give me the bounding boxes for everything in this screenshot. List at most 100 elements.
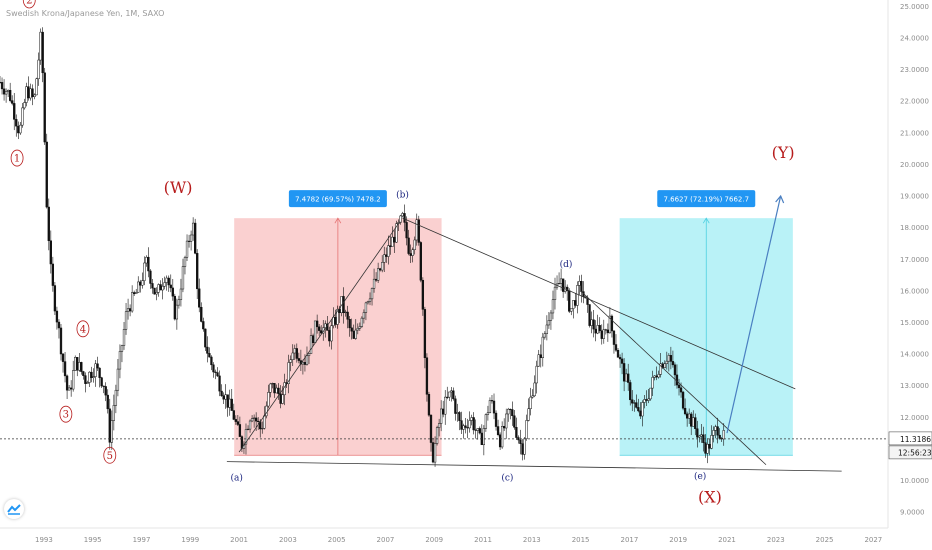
candle-body [614,344,618,351]
candle-body [596,325,599,334]
candle-body [271,383,274,385]
candle-body [498,434,502,448]
price-axis[interactable]: 9.000010.000011.000012.000013.000014.000… [900,3,929,517]
candle-body [655,375,658,378]
candle-body [31,88,34,97]
price-tick-label: 15.0000 [900,319,929,327]
time-tick-label: 1999 [181,536,199,544]
candle-body [700,434,703,437]
measurement-label-box [288,190,387,208]
time-tick-label: 2017 [620,536,638,544]
time-tick-label: 2009 [425,536,443,544]
candle-body [23,102,26,109]
candle-body [90,371,93,378]
wave-label-1-circle [10,149,24,167]
candle-body [437,423,441,428]
candle-body [677,384,681,389]
candle-body [403,213,406,223]
price-tick-label: 14.0000 [900,351,929,359]
candle-body [679,387,683,393]
wave-label-a: (a) [230,473,242,484]
candle-body [389,245,392,247]
candle-body [568,290,571,312]
candle-body [527,408,530,421]
candle-body [559,278,563,284]
price-tick-label: 18.0000 [900,224,929,232]
candle-body [116,368,120,391]
candle-body [159,284,162,291]
candle-body [698,435,701,438]
candle-body [411,249,414,256]
candle-body [102,385,105,387]
candle-body [65,375,69,391]
wave-label-d: (d) [560,259,573,270]
candle-body [427,394,431,416]
candle-body [616,350,620,358]
candle-body [137,281,140,293]
candle-body [126,308,130,312]
candle-body [86,382,89,384]
candle-body [318,326,321,331]
candle-body [269,383,272,393]
candle-body [688,413,691,419]
candle-body [545,324,549,334]
candle-body [478,428,481,434]
candle-body [566,286,569,291]
time-tick-label: 2015 [572,536,590,544]
candle-body [37,59,40,80]
candle-body [198,288,201,308]
candle-body [106,394,109,410]
candle-body [110,420,113,443]
candle-body [210,356,213,366]
candle-body [21,107,24,126]
candle-body [464,425,467,428]
candle-body [696,428,699,438]
candle-body [690,413,693,427]
candle-body [92,376,95,378]
candle-body [63,361,67,377]
candle-body [277,387,280,395]
candle-body [710,435,713,449]
candle-body [313,320,317,344]
candle-body [236,421,240,425]
candle-body [43,72,46,143]
candle-body [291,352,294,360]
candle-body [395,223,398,243]
wave-label-4-circle [76,320,90,338]
candles-layer [0,27,725,467]
candle-body [33,94,36,97]
candle-body [448,391,451,398]
measurement-arrow-head [334,217,342,224]
candle-body [252,417,256,419]
candle-body [61,353,65,362]
candle-body [173,295,176,320]
tradingview-logo[interactable] [4,499,24,519]
time-axis[interactable]: 1993 1995 1997 1999 2001 2003 2005 2007 2009 2011… [35,536,882,544]
candle-body [364,302,368,313]
candle-body [421,279,425,310]
candle-body [413,239,416,250]
candle-body [315,320,319,328]
candle-body [80,362,83,372]
time-tick-label: 2007 [377,536,395,544]
candle-body [492,400,496,414]
candle-body [344,311,347,314]
candle-body [604,329,607,331]
candle-body [706,443,709,454]
price-tick-label: 10.0000 [900,477,929,485]
candle-body [122,329,126,346]
candle-body [675,374,679,386]
candle-body [610,315,614,332]
measurement-boxes[interactable] [234,217,793,456]
candle-body [602,329,605,339]
candle-body [293,348,296,354]
candle-body [0,81,2,84]
wave-label-e: (e) [694,471,706,482]
measurement-label: 7.4782 (69.57%) 7478.2 [295,196,381,204]
candle-body [423,309,427,358]
candle-body [177,299,181,306]
candle-body [216,372,219,377]
candle-body [311,335,315,344]
trend-lines[interactable] [226,194,842,472]
